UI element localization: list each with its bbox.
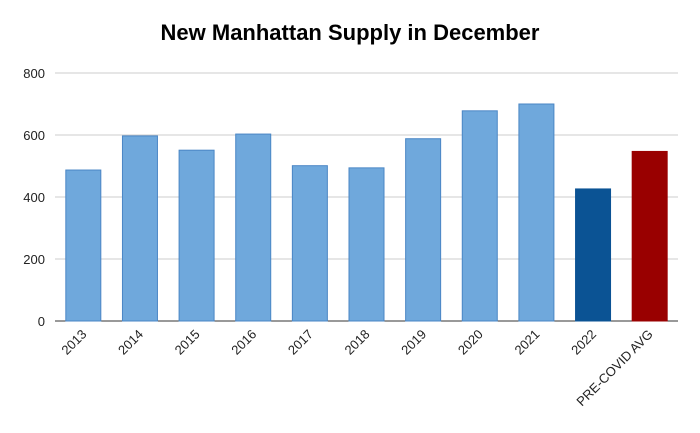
- x-tick-label: 2018: [342, 327, 373, 358]
- y-tick-label: 200: [23, 252, 45, 267]
- x-tick-label: 2015: [172, 327, 203, 358]
- y-tick-label: 800: [23, 66, 45, 81]
- bar-2018: [348, 167, 385, 322]
- x-tick-label: 2017: [285, 327, 316, 358]
- y-tick-label: 0: [38, 314, 45, 329]
- y-axis-ticks: 0 200 400 600 800: [23, 66, 45, 329]
- x-tick-label: 2021: [511, 327, 542, 358]
- x-tick-label: 2013: [58, 327, 89, 358]
- bars: [65, 103, 668, 322]
- bar-2016: [235, 133, 272, 322]
- bar-2015: [178, 149, 215, 322]
- x-tick-label: 2016: [228, 327, 259, 358]
- x-axis-ticks: 2013 2014 2015 2016 2017 2018 2019 2020 2021 2022…: [58, 327, 655, 409]
- bar-pre-covid-avg: [631, 150, 668, 322]
- bar-2022: [575, 188, 612, 322]
- y-tick-label: 600: [23, 128, 45, 143]
- y-tick-label: 400: [23, 190, 45, 205]
- bar-2014: [121, 135, 158, 322]
- bar-2021: [518, 103, 555, 322]
- x-tick-label: 2014: [115, 327, 146, 358]
- x-tick-label: 2022: [568, 327, 599, 358]
- bar-2020: [461, 110, 498, 322]
- bar-2017: [291, 165, 328, 322]
- chart-title: New Manhattan Supply in December: [160, 20, 540, 45]
- bar-2013: [65, 169, 102, 322]
- x-tick-label: 2019: [398, 327, 429, 358]
- bar-2019: [405, 138, 442, 322]
- x-tick-label: 2020: [455, 327, 486, 358]
